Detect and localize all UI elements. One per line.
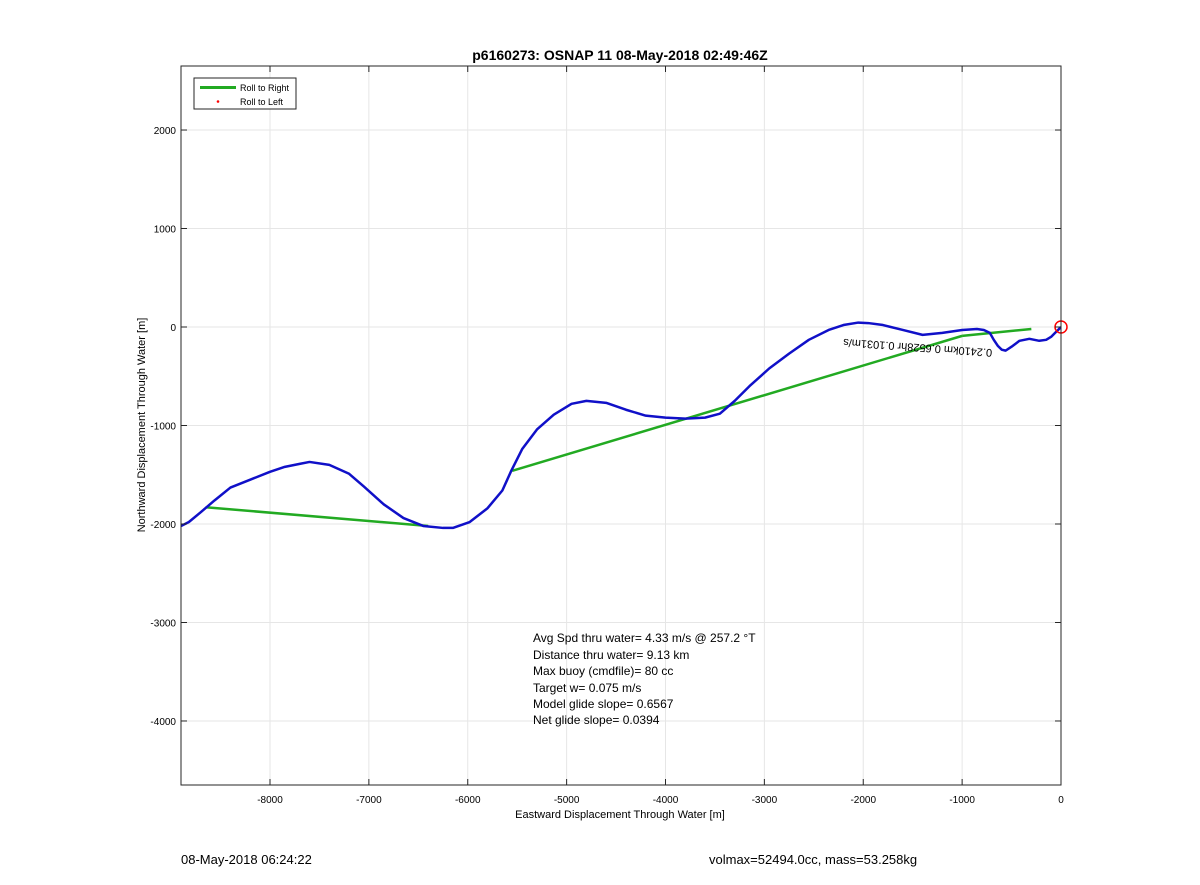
stats-line: Target w= 0.075 m/s bbox=[533, 681, 641, 695]
stats-line: Net glide slope= 0.0394 bbox=[533, 713, 660, 727]
glider-track-line bbox=[181, 321, 1061, 530]
x-tick-label: -4000 bbox=[653, 795, 679, 806]
chart-title: p6160273: OSNAP 11 08-May-2018 02:49:46Z bbox=[472, 47, 768, 63]
roll-to-right-segment bbox=[205, 506, 429, 528]
y-tick-label: 1000 bbox=[154, 225, 177, 236]
y-tick-label: -2000 bbox=[150, 520, 176, 531]
y-tick-label: 0 bbox=[170, 323, 176, 334]
stats-line: Max buoy (cmdfile)= 80 cc bbox=[533, 664, 673, 678]
x-tick-label: -8000 bbox=[257, 795, 283, 806]
y-tick-label: -3000 bbox=[150, 618, 176, 629]
x-tick-label: -5000 bbox=[554, 795, 580, 806]
legend: Roll to Right Roll to Left bbox=[193, 77, 297, 110]
stats-line: Distance thru water= 9.13 km bbox=[533, 648, 689, 662]
series-layer: 0.2410km 0.6528hr 0.1031m/s bbox=[181, 320, 1068, 530]
x-tick-label: -3000 bbox=[752, 795, 778, 806]
stats-line: Model glide slope= 0.6567 bbox=[533, 697, 674, 711]
stats-block: Avg Spd thru water= 4.33 m/s @ 257.2 °T … bbox=[533, 631, 756, 727]
y-tick-label: 2000 bbox=[154, 126, 177, 137]
y-tick-label: -4000 bbox=[150, 717, 176, 728]
roll-to-right-segment bbox=[511, 334, 963, 473]
legend-label-roll-right: Roll to Right bbox=[240, 83, 290, 93]
track-annotation: 0.2410km 0.6528hr 0.1031m/s bbox=[842, 336, 992, 358]
x-tick-label: 0 bbox=[1058, 795, 1064, 806]
footer-volmax-mass: volmax=52494.0cc, mass=53.258kg bbox=[709, 852, 918, 867]
x-tick-label: -6000 bbox=[455, 795, 481, 806]
footer-timestamp: 08-May-2018 06:24:22 bbox=[181, 852, 312, 867]
legend-box bbox=[193, 77, 297, 110]
x-tick-label: -2000 bbox=[850, 795, 876, 806]
legend-swatch-roll-left bbox=[216, 100, 220, 103]
x-tick-label: -7000 bbox=[356, 795, 382, 806]
legend-label-roll-left: Roll to Left bbox=[240, 97, 284, 107]
y-tick-label: -1000 bbox=[150, 422, 176, 433]
stats-line: Avg Spd thru water= 4.33 m/s @ 257.2 °T bbox=[533, 631, 756, 645]
ticks: -8000 -7000 -6000 -5000 -4000 -3000 -2000 -1000… bbox=[150, 66, 1064, 806]
x-axis-label: Eastward Displacement Through Water [m] bbox=[515, 809, 725, 821]
roll-to-right-segment bbox=[961, 327, 1032, 338]
y-axis-label: Northward Displacement Through Water [m] bbox=[136, 318, 148, 533]
x-tick-label: -1000 bbox=[949, 795, 975, 806]
